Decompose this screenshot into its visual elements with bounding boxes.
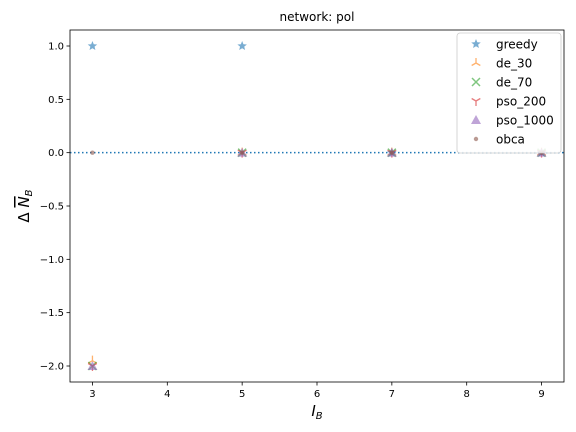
legend-marker-obca <box>473 136 479 142</box>
x-axis-label: IB <box>311 402 322 422</box>
y-tick-label-0.5: 0.5 <box>48 95 64 106</box>
legend-box <box>456 32 562 154</box>
x-tick-label-6: 6 <box>314 389 320 400</box>
y-tick-label-1: 1.0 <box>48 42 64 53</box>
x-tick-label-3: 3 <box>89 389 95 400</box>
x-tick-label-7: 7 <box>389 389 395 400</box>
data-point-greedy-3 <box>87 41 98 51</box>
data-point-obca-3 <box>90 150 95 155</box>
legend-marker-de_70 <box>471 77 481 87</box>
x-tick-label-4: 4 <box>164 389 170 400</box>
legend-label-greedy: greedy <box>496 38 538 52</box>
data-point-obca-7 <box>389 150 395 155</box>
legend-label-pso_200: pso_200 <box>496 95 546 109</box>
y-tick-label--2: −2.0 <box>40 362 64 373</box>
x-tick-label-5: 5 <box>239 389 245 400</box>
x-tick-label-8: 8 <box>464 389 470 400</box>
y-tick-label--1: −1.0 <box>40 255 64 266</box>
legend-marker-de_30 <box>471 58 481 67</box>
y-axis-label: Δ NB <box>15 189 35 222</box>
legend-marker-greedy <box>471 39 481 49</box>
y-tick-label-0: 0.0 <box>48 148 64 159</box>
y-tick-label--1.5: −1.5 <box>40 308 64 319</box>
legend-label-pso_1000: pso_1000 <box>496 114 554 128</box>
legend-marker-pso_1000 <box>471 115 481 124</box>
legend-label-obca: obca <box>496 133 525 147</box>
legend-label-de_30: de_30 <box>496 57 532 71</box>
data-point-greedy-5 <box>237 41 247 51</box>
data-point-obca-5 <box>239 150 245 155</box>
data-point-pso_1000-3 <box>87 361 98 370</box>
x-tick-label-9: 9 <box>538 389 544 400</box>
y-tick-label--0.5: −0.5 <box>40 202 64 213</box>
chart-title: network: pol <box>280 10 355 24</box>
legend-marker-pso_200 <box>471 97 481 106</box>
legend-label-de_70: de_70 <box>496 76 532 90</box>
